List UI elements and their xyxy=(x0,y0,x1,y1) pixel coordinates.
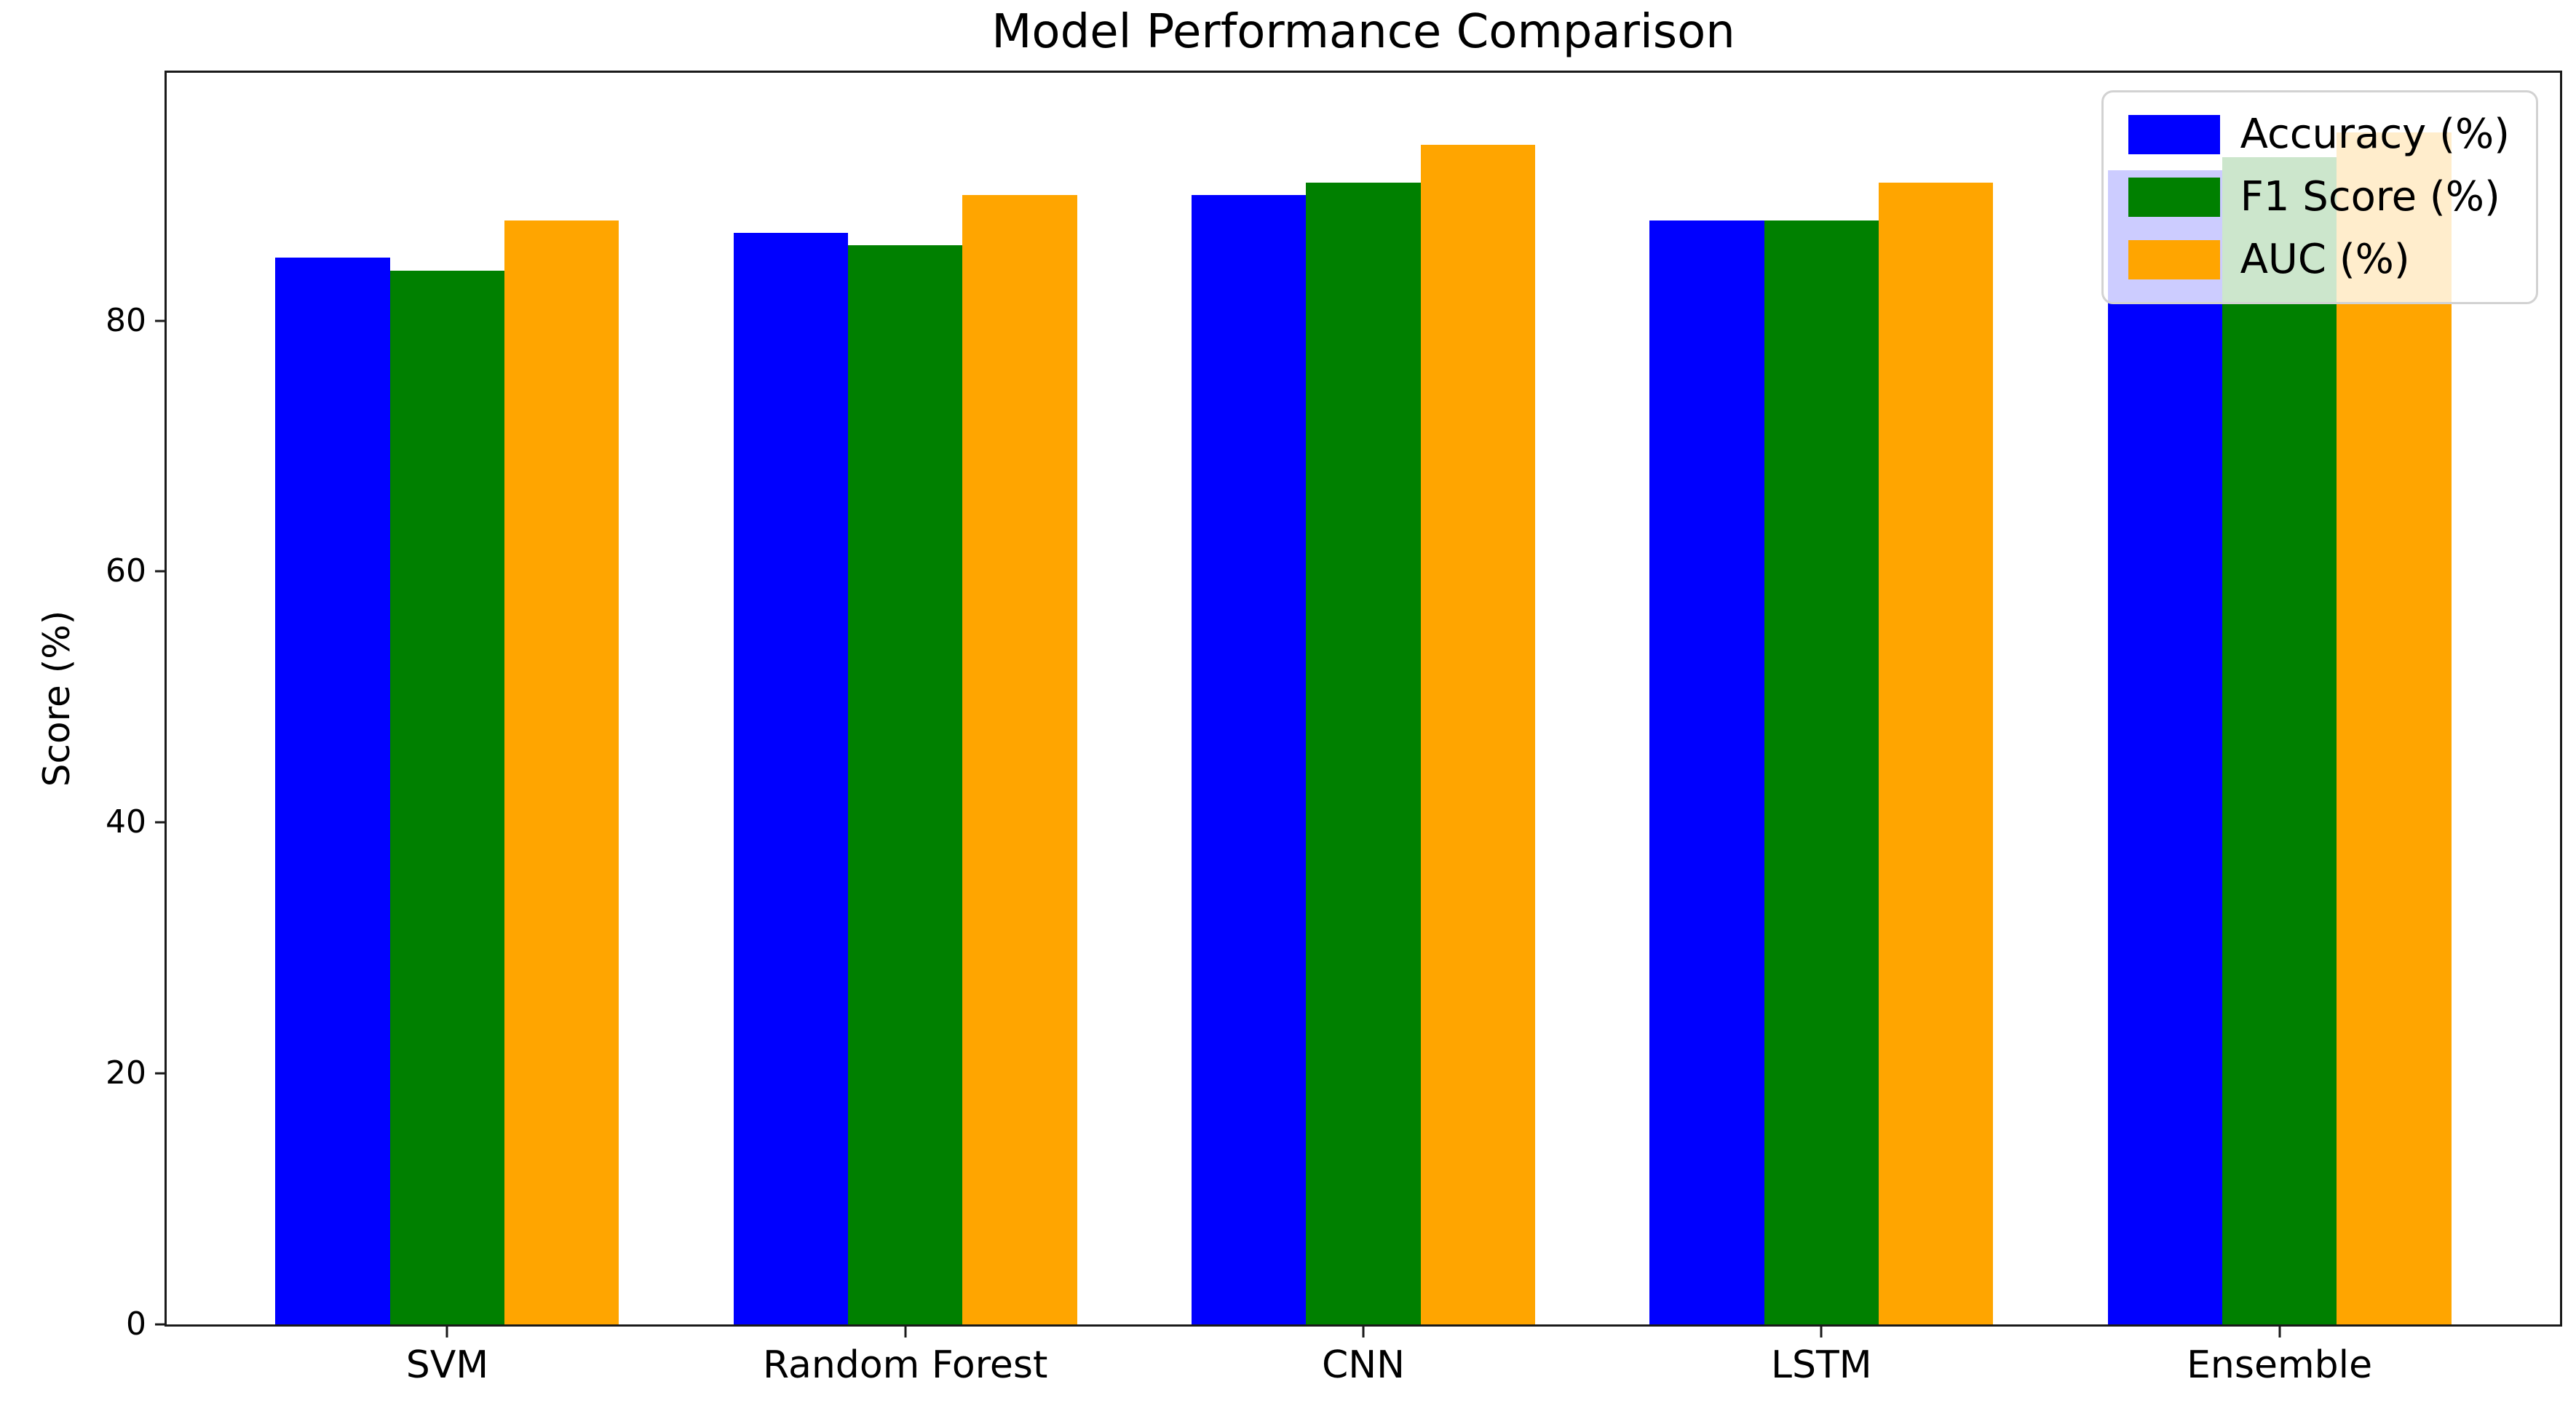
bar-lstm-auc xyxy=(1878,182,1994,1324)
x-tick-mark-svm xyxy=(445,1324,448,1338)
x-tick-label-ensemble: Ensemble xyxy=(2187,1343,2373,1387)
x-tick-label-cnn: CNN xyxy=(1321,1343,1406,1387)
legend-label-accuracy: Accuracy (%) xyxy=(2240,111,2510,158)
y-tick-mark-60 xyxy=(155,570,167,573)
legend-swatch-auc xyxy=(2128,240,2220,279)
y-tick-label-0: 0 xyxy=(126,1305,146,1343)
bar-cnn-accuracy xyxy=(1192,195,1307,1324)
x-axis-ticks: SVM Random Forest CNN LSTM Ensemble xyxy=(167,73,2560,1384)
x-tick-mark-random-forest xyxy=(904,1324,907,1338)
y-tick-label-40: 40 xyxy=(106,803,146,841)
x-tick-label-random-forest: Random Forest xyxy=(763,1343,1048,1387)
bar-random-forest-accuracy xyxy=(733,232,849,1324)
plot-area: 0 20 40 60 80 SVM Random Forest CNN LSTM Ensembl… xyxy=(106,71,2562,1384)
y-tick-label-60: 60 xyxy=(106,552,146,590)
y-tick-mark-40 xyxy=(155,821,167,824)
y-tick-label-80: 80 xyxy=(106,301,146,339)
legend-item-auc: AUC (%) xyxy=(2128,239,2510,280)
bar-ensemble-auc xyxy=(2337,132,2452,1324)
y-tick-label-20: 20 xyxy=(106,1054,146,1092)
bar-svm-accuracy xyxy=(275,258,390,1324)
chart-title: Model Performance Comparison xyxy=(991,5,1735,59)
legend: Accuracy (%) F1 Score (%) AUC (%) xyxy=(2101,90,2538,304)
x-tick-label-lstm: LSTM xyxy=(1770,1343,1872,1387)
bar-random-forest-auc xyxy=(962,195,1077,1324)
legend-item-f1-score: F1 Score (%) xyxy=(2128,177,2510,218)
bar-ensemble-f1-score xyxy=(2222,157,2337,1324)
bar-svm-auc xyxy=(504,220,619,1324)
x-tick-mark-lstm xyxy=(1820,1324,1823,1338)
bar-cnn-auc xyxy=(1420,145,1535,1324)
bars-layer xyxy=(167,73,2560,1324)
x-tick-mark-cnn xyxy=(1362,1324,1365,1338)
legend-swatch-f1-score xyxy=(2128,178,2220,217)
bar-ensemble-accuracy xyxy=(2107,170,2222,1324)
y-tick-mark-20 xyxy=(155,1072,167,1075)
y-axis-label: Score (%) xyxy=(36,610,78,787)
y-tick-mark-80 xyxy=(155,319,167,322)
x-tick-label-svm: SVM xyxy=(405,1343,489,1387)
bar-random-forest-f1-score xyxy=(848,245,963,1324)
bar-lstm-accuracy xyxy=(1649,220,1764,1324)
y-axis-ticks: 0 20 40 60 80 xyxy=(106,73,2560,1340)
legend-label-auc: AUC (%) xyxy=(2240,236,2410,283)
bar-svm-f1-score xyxy=(389,270,505,1324)
bar-lstm-f1-score xyxy=(1764,220,1879,1324)
legend-label-f1-score: F1 Score (%) xyxy=(2240,173,2500,220)
y-tick-mark-0 xyxy=(155,1323,167,1326)
x-tick-mark-ensemble xyxy=(2278,1324,2281,1338)
bar-cnn-f1-score xyxy=(1306,182,1421,1324)
legend-item-accuracy: Accuracy (%) xyxy=(2128,114,2510,155)
legend-swatch-accuracy xyxy=(2128,115,2220,154)
